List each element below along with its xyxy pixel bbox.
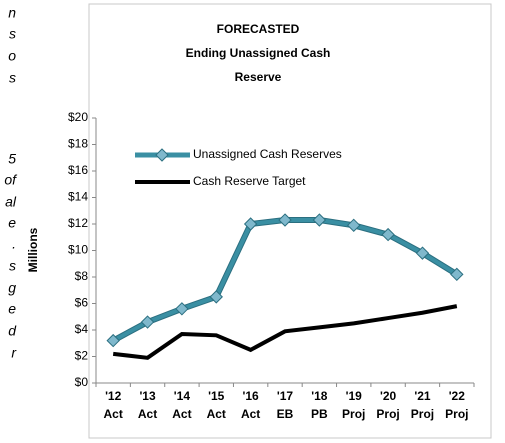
x-tick-label: '18 PB	[311, 389, 328, 421]
y-tick-label: $18	[68, 137, 88, 151]
clipped-text: e	[8, 215, 16, 231]
x-tick-label: '21 Proj	[411, 389, 434, 421]
chart-title: FORECASTED	[217, 22, 300, 36]
x-tick-label: '19 Proj	[342, 389, 365, 421]
clipped-text: of	[4, 172, 18, 188]
chart-title: Ending Unassigned Cash	[186, 46, 331, 60]
y-axis-label: Millions	[26, 227, 40, 272]
marker	[106, 333, 120, 348]
clipped-text: .	[12, 236, 16, 252]
x-tick-label: '14 Act	[172, 389, 191, 421]
clipped-text: s	[9, 258, 16, 274]
marker	[381, 227, 395, 242]
clipped-text: n	[8, 5, 16, 21]
y-tick-label: $12	[68, 216, 88, 230]
chart-title: Reserve	[235, 70, 282, 84]
clipped-text: d	[8, 323, 17, 339]
marker	[175, 302, 189, 316]
x-tick-label: '13 Act	[138, 389, 157, 421]
x-tick-label: '22 Proj	[445, 389, 468, 421]
x-tick-label: '17 EB	[277, 389, 294, 421]
clipped-text: al	[5, 194, 17, 210]
clipped-text: 5	[8, 151, 16, 167]
legend-label: Unassigned Cash Reserves	[193, 147, 342, 161]
clipped-text: r	[11, 345, 17, 361]
marker	[278, 213, 292, 227]
y-tick-label: $16	[68, 163, 88, 177]
x-tick-label: '15 Act	[207, 389, 226, 421]
y-tick-label: $14	[68, 190, 88, 204]
y-tick-label: $6	[75, 296, 89, 310]
x-tick-label: '16 Act	[241, 389, 260, 421]
legend-marker	[155, 148, 169, 162]
y-tick-label: $20	[68, 110, 88, 124]
clipped-text: g	[8, 280, 16, 296]
marker	[347, 218, 361, 233]
legend-label: Cash Reserve Target	[193, 174, 306, 188]
y-tick-label: $4	[75, 322, 89, 336]
marker	[415, 246, 430, 260]
clipped-text: e	[8, 301, 16, 317]
marker	[243, 217, 258, 231]
clipped-text: o	[8, 48, 16, 64]
x-tick-label: '12 Act	[104, 389, 123, 421]
marker	[140, 315, 155, 329]
marker	[312, 213, 327, 227]
x-tick-label: '20 Proj	[376, 389, 399, 421]
clipped-text: s	[9, 26, 16, 42]
marker	[209, 290, 223, 304]
y-tick-label: $2	[75, 349, 89, 363]
clipped-text: s	[9, 70, 16, 86]
series-line	[112, 304, 458, 360]
marker	[450, 267, 464, 282]
y-tick-label: $0	[75, 375, 89, 389]
y-tick-label: $8	[75, 269, 89, 283]
y-tick-label: $10	[68, 243, 88, 257]
